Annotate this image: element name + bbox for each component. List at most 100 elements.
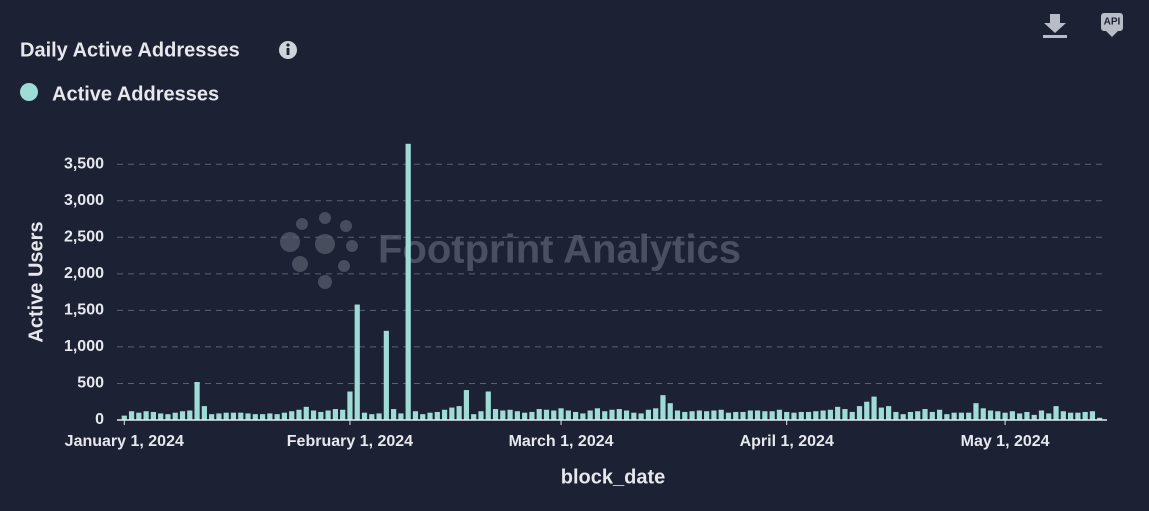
bar bbox=[332, 409, 338, 420]
y-axis-label: Active Users bbox=[25, 221, 47, 342]
bar bbox=[128, 411, 135, 420]
bar bbox=[310, 410, 317, 420]
bar bbox=[529, 411, 535, 420]
bar bbox=[813, 411, 819, 420]
bar bbox=[936, 409, 943, 420]
bar bbox=[915, 411, 921, 420]
bar bbox=[929, 411, 935, 420]
bar bbox=[587, 410, 593, 420]
bar bbox=[711, 410, 717, 420]
info-icon[interactable] bbox=[279, 41, 297, 59]
bar bbox=[485, 391, 491, 420]
bar bbox=[303, 406, 309, 420]
bar bbox=[354, 304, 360, 420]
bar bbox=[944, 414, 950, 420]
bar bbox=[245, 413, 251, 420]
bar bbox=[267, 413, 273, 420]
bar bbox=[514, 411, 520, 420]
bar bbox=[1097, 417, 1103, 420]
download-button[interactable] bbox=[1043, 14, 1067, 38]
bar bbox=[645, 409, 651, 420]
bar bbox=[922, 409, 928, 420]
y-tick-label: 0 bbox=[95, 411, 104, 428]
bar bbox=[704, 411, 710, 420]
bar bbox=[791, 412, 797, 420]
bar bbox=[820, 410, 826, 420]
bar bbox=[1009, 411, 1015, 420]
bar bbox=[259, 414, 266, 420]
bar bbox=[289, 411, 295, 420]
bar bbox=[1060, 411, 1066, 420]
bar bbox=[179, 411, 186, 420]
bar bbox=[1075, 412, 1081, 420]
bar bbox=[398, 413, 404, 420]
bar bbox=[594, 408, 601, 420]
bar bbox=[805, 411, 812, 420]
bar bbox=[121, 415, 127, 420]
bar bbox=[427, 412, 433, 420]
legend-label[interactable]: Active Addresses bbox=[52, 83, 219, 105]
bar bbox=[762, 411, 768, 420]
bar bbox=[558, 408, 564, 420]
bar bbox=[543, 409, 550, 420]
bar bbox=[565, 410, 571, 420]
bar bbox=[209, 414, 215, 420]
bar bbox=[958, 412, 965, 420]
bar bbox=[776, 409, 783, 420]
bar bbox=[318, 411, 324, 420]
bar bbox=[274, 414, 280, 420]
bar bbox=[340, 409, 346, 420]
bar bbox=[1053, 406, 1059, 420]
y-tick-label: 2,500 bbox=[64, 229, 104, 246]
bar bbox=[1002, 412, 1008, 420]
bar bbox=[405, 143, 411, 420]
bar bbox=[842, 409, 848, 420]
bar bbox=[471, 414, 477, 420]
bar bbox=[216, 413, 222, 420]
bar bbox=[194, 382, 200, 420]
x-tick-label: April 1, 2024 bbox=[740, 433, 834, 450]
bar bbox=[463, 390, 470, 420]
x-tick-label: February 1, 2024 bbox=[287, 433, 413, 450]
bar bbox=[667, 403, 673, 420]
bar bbox=[230, 412, 237, 420]
bar bbox=[747, 410, 753, 420]
bar bbox=[420, 414, 426, 420]
bar bbox=[238, 412, 244, 420]
bar bbox=[412, 411, 419, 420]
api-label: API bbox=[1104, 17, 1121, 28]
chart-title: Daily Active Addresses bbox=[20, 39, 240, 61]
bar bbox=[966, 412, 972, 420]
y-tick-label: 1,000 bbox=[64, 338, 104, 355]
bar bbox=[136, 412, 142, 420]
bar bbox=[296, 409, 302, 420]
bar bbox=[1038, 410, 1045, 420]
bar bbox=[718, 409, 724, 420]
y-tick-label: 3,000 bbox=[64, 192, 104, 209]
bar bbox=[653, 408, 659, 420]
bar bbox=[1068, 412, 1074, 420]
api-button[interactable]: API bbox=[1101, 13, 1123, 37]
bar bbox=[325, 410, 331, 420]
bar bbox=[369, 414, 375, 420]
bar bbox=[660, 395, 666, 420]
bar bbox=[900, 414, 906, 420]
y-tick-label: 2,000 bbox=[64, 265, 104, 282]
bar bbox=[347, 391, 353, 420]
bar bbox=[995, 411, 1001, 420]
bar bbox=[689, 411, 695, 420]
y-tick-label: 500 bbox=[77, 375, 104, 392]
bar bbox=[769, 411, 775, 420]
x-tick-label: March 1, 2024 bbox=[509, 433, 614, 450]
bar bbox=[500, 410, 506, 420]
bar bbox=[522, 412, 528, 420]
bar bbox=[987, 410, 994, 420]
bar bbox=[631, 412, 637, 420]
bar bbox=[602, 411, 608, 420]
x-tick-label: January 1, 2024 bbox=[65, 433, 184, 450]
x-tick-label: May 1, 2024 bbox=[961, 433, 1050, 450]
bar bbox=[456, 406, 462, 420]
bar bbox=[674, 410, 681, 420]
bar bbox=[551, 410, 557, 420]
